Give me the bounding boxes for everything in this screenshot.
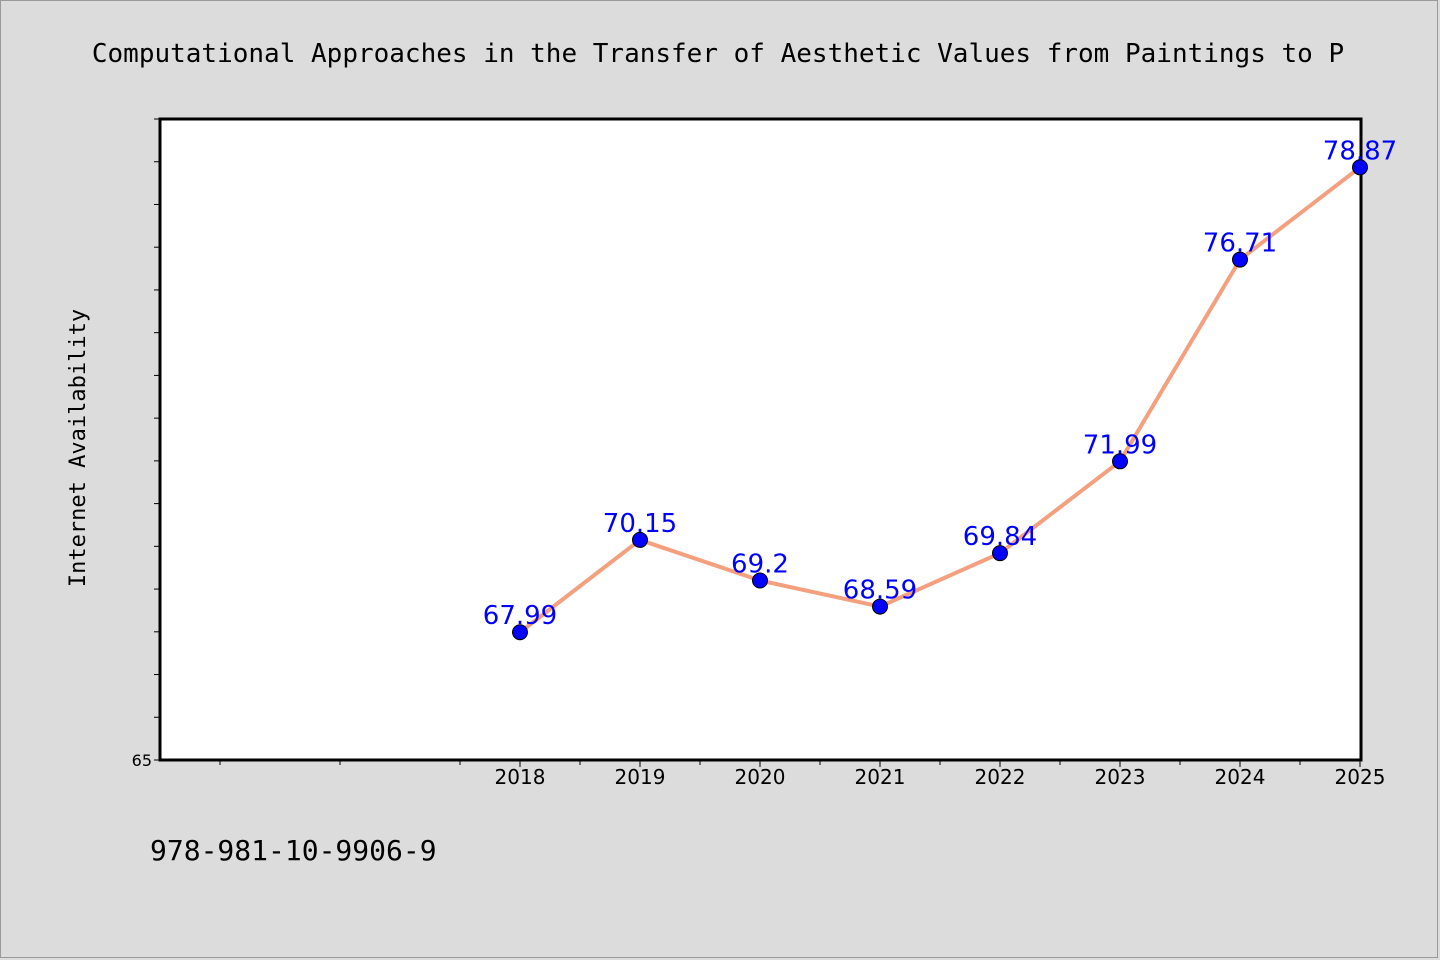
data-label: 71.99 xyxy=(1083,430,1157,460)
data-point xyxy=(1112,453,1128,470)
x-tick-label: 2025 xyxy=(1335,765,1386,789)
y-tick-label: 65 xyxy=(132,751,152,770)
x-tick-label: 2024 xyxy=(1215,765,1266,789)
data-point xyxy=(752,572,768,589)
x-tick-label: 2022 xyxy=(975,765,1026,789)
series-line xyxy=(518,165,1362,634)
x-tick-label: 2018 xyxy=(495,765,546,789)
x-tick-label: 2021 xyxy=(855,765,906,789)
data-label: 69.84 xyxy=(963,522,1037,552)
plot-area xyxy=(158,117,1363,762)
x-tick-label: 2020 xyxy=(735,765,786,789)
series-line-group xyxy=(518,165,1362,634)
data-label: 69.2 xyxy=(731,550,789,580)
data-point xyxy=(1352,159,1368,176)
data-label: 78.87 xyxy=(1323,136,1397,166)
chart-title: Computational Approaches in the Transfer… xyxy=(92,39,1344,69)
data-point xyxy=(632,531,648,548)
y-axis-label: Internet Availability xyxy=(66,309,91,587)
data-point xyxy=(992,545,1008,562)
data-point xyxy=(512,624,528,641)
x-tick-label: 2019 xyxy=(615,765,666,789)
axis-ticks: 65 2018 2019 2020 2021 2022 2023 2024 2025 xyxy=(132,118,1386,789)
x-tick-label: 2023 xyxy=(1095,765,1146,789)
data-label: 67.99 xyxy=(483,601,557,631)
data-point xyxy=(1232,251,1248,268)
data-label: 70.15 xyxy=(603,509,677,539)
data-point xyxy=(872,598,888,615)
series-markers xyxy=(512,159,1368,641)
data-labels: 67.99 70.15 69.2 68.59 69.84 71.99 76.71 78.87 xyxy=(483,136,1397,631)
data-label: 76.71 xyxy=(1203,229,1277,259)
isbn-note: 978-981-10-9906-9 xyxy=(150,834,437,867)
data-label: 68.59 xyxy=(843,576,917,606)
